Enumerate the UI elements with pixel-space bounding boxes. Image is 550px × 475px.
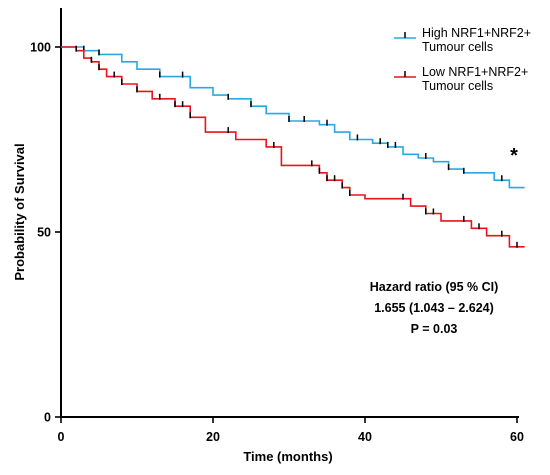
y-tick-label: 0 bbox=[44, 411, 51, 425]
x-axis-title: Time (months) bbox=[243, 449, 332, 464]
x-tick-label: 60 bbox=[510, 430, 524, 444]
y-tick-label: 50 bbox=[37, 226, 51, 240]
survival-curve-high bbox=[61, 46, 525, 189]
series-layer bbox=[61, 45, 525, 248]
legend-label-high-line2: Tumour cells bbox=[422, 40, 493, 54]
legend-label-low-line2: Tumour cells bbox=[422, 79, 493, 93]
stats-p-value: P = 0.03 bbox=[411, 322, 458, 336]
legend-label-low-line1: Low NRF1+NRF2+ bbox=[422, 65, 528, 79]
tick-group: 0 20 40 60 0 50 100 bbox=[30, 41, 524, 445]
axes bbox=[60, 8, 519, 418]
y-tick-label: 100 bbox=[30, 41, 51, 55]
legend-label-high-line1: High NRF1+NRF2+ bbox=[422, 26, 531, 40]
significance-asterisk: * bbox=[510, 145, 518, 167]
legend: High NRF1+NRF2+ Tumour cells Low NRF1+NR… bbox=[394, 26, 531, 93]
stats-hazard-ratio-value: 1.655 (1.043 – 2.624) bbox=[374, 301, 494, 315]
stats-annotation: Hazard ratio (95 % CI) 1.655 (1.043 – 2.… bbox=[370, 280, 499, 336]
x-tick-label: 40 bbox=[358, 430, 372, 444]
y-axis-title: Probability of Survival bbox=[12, 143, 27, 280]
x-tick-label: 0 bbox=[58, 430, 65, 444]
stats-hazard-ratio-label: Hazard ratio (95 % CI) bbox=[370, 280, 499, 294]
x-tick-label: 20 bbox=[206, 430, 220, 444]
